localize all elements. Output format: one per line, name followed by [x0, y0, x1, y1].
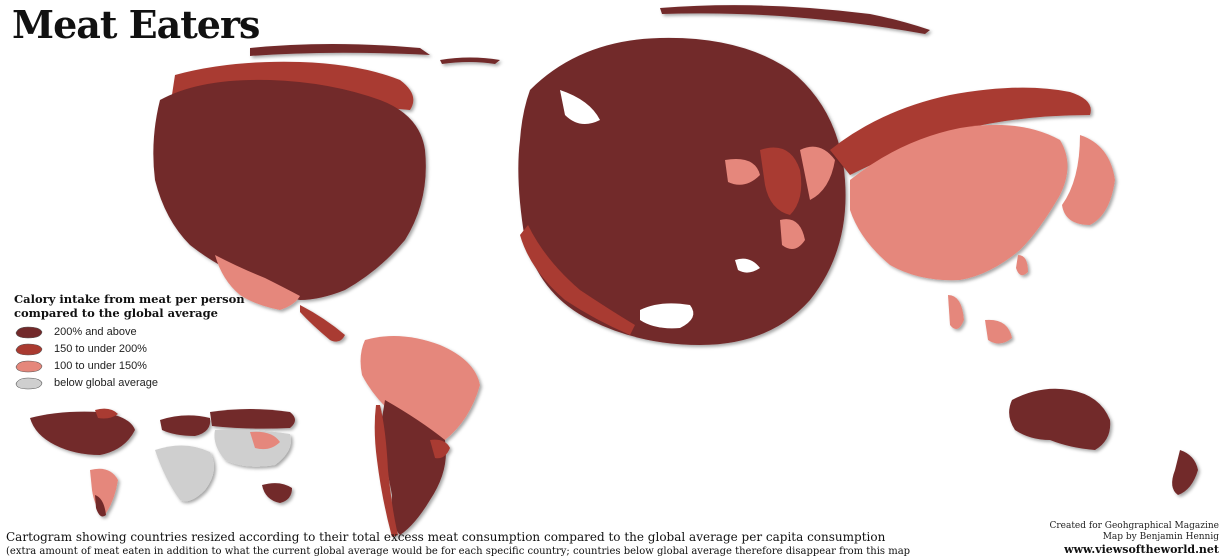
- legend-swatch: [15, 360, 43, 373]
- caption-sub: (extra amount of meat eaten in addition …: [6, 546, 911, 557]
- country-argentina: [380, 400, 446, 535]
- country-australia: [1009, 388, 1111, 450]
- legend-swatch: [15, 326, 43, 339]
- inset-australia: [262, 483, 292, 503]
- inset-world-map: [30, 408, 295, 517]
- region-asia: [830, 87, 1115, 344]
- inset-russia: [210, 409, 295, 429]
- inset-north-america: [30, 411, 135, 455]
- legend-title-line2: compared to the global average: [14, 306, 218, 320]
- inset-argentina: [95, 495, 106, 517]
- country-china: [850, 124, 1068, 281]
- legend: Calory intake from meat per person compa…: [14, 292, 254, 391]
- region-oceania: [1009, 388, 1198, 495]
- page-title: Meat Eaters: [12, 2, 260, 47]
- legend-item: below global average: [14, 375, 254, 391]
- sea-cuts: [560, 90, 760, 329]
- country-mexico: [215, 255, 300, 310]
- caption-main: Cartogram showing countries resized acco…: [6, 530, 886, 544]
- country-iberia: [520, 225, 635, 335]
- country-balkans: [760, 147, 802, 215]
- country-russia-west: [800, 146, 835, 200]
- legend-item-label: 200% and above: [54, 326, 137, 338]
- credit-author: Map by Benjamin Hennig: [1102, 532, 1219, 542]
- credit-magazine: Created for Geohgraphical Magazine: [1049, 521, 1219, 531]
- region-central-america: [300, 305, 345, 342]
- credits: Created for Geohgraphical Magazine Map b…: [1049, 521, 1219, 557]
- credit-website-link[interactable]: www.viewsoftheworld.net: [1064, 543, 1219, 556]
- region-europe: [518, 37, 846, 346]
- legend-swatch: [15, 343, 43, 356]
- legend-item-label: 100 to under 150%: [54, 360, 147, 372]
- legend-item: 200% and above: [14, 324, 254, 340]
- inset-africa: [155, 445, 214, 502]
- country-korea: [1035, 169, 1052, 204]
- country-philippines: [985, 319, 1012, 344]
- country-new-zealand: [1172, 450, 1198, 495]
- country-japan: [1062, 135, 1115, 225]
- legend-swatch: [15, 377, 43, 390]
- legend-item: 100 to under 150%: [14, 358, 254, 374]
- country-brazil: [360, 336, 480, 440]
- arctic-islands: [250, 5, 930, 64]
- country-malaysia: [948, 295, 964, 329]
- inset-china: [250, 431, 280, 450]
- country-taiwan: [1016, 255, 1028, 276]
- country-uruguay: [430, 439, 450, 459]
- legend-item-label: 150 to under 200%: [54, 343, 147, 355]
- caption: Cartogram showing countries resized acco…: [6, 530, 910, 558]
- country-greece: [725, 159, 760, 185]
- country-usa: [153, 79, 426, 300]
- europe-core: [518, 37, 846, 346]
- country-eastern-eu: [780, 219, 805, 249]
- country-chile: [374, 405, 398, 537]
- region-north-america: [153, 61, 426, 310]
- legend-item-label: below global average: [54, 377, 158, 389]
- region-south-america: [360, 336, 480, 537]
- inset-greenland: [95, 408, 118, 419]
- legend-title-line1: Calory intake from meat per person: [14, 292, 245, 306]
- inset-europe: [160, 415, 211, 436]
- legend-item: 150 to under 200%: [14, 341, 254, 357]
